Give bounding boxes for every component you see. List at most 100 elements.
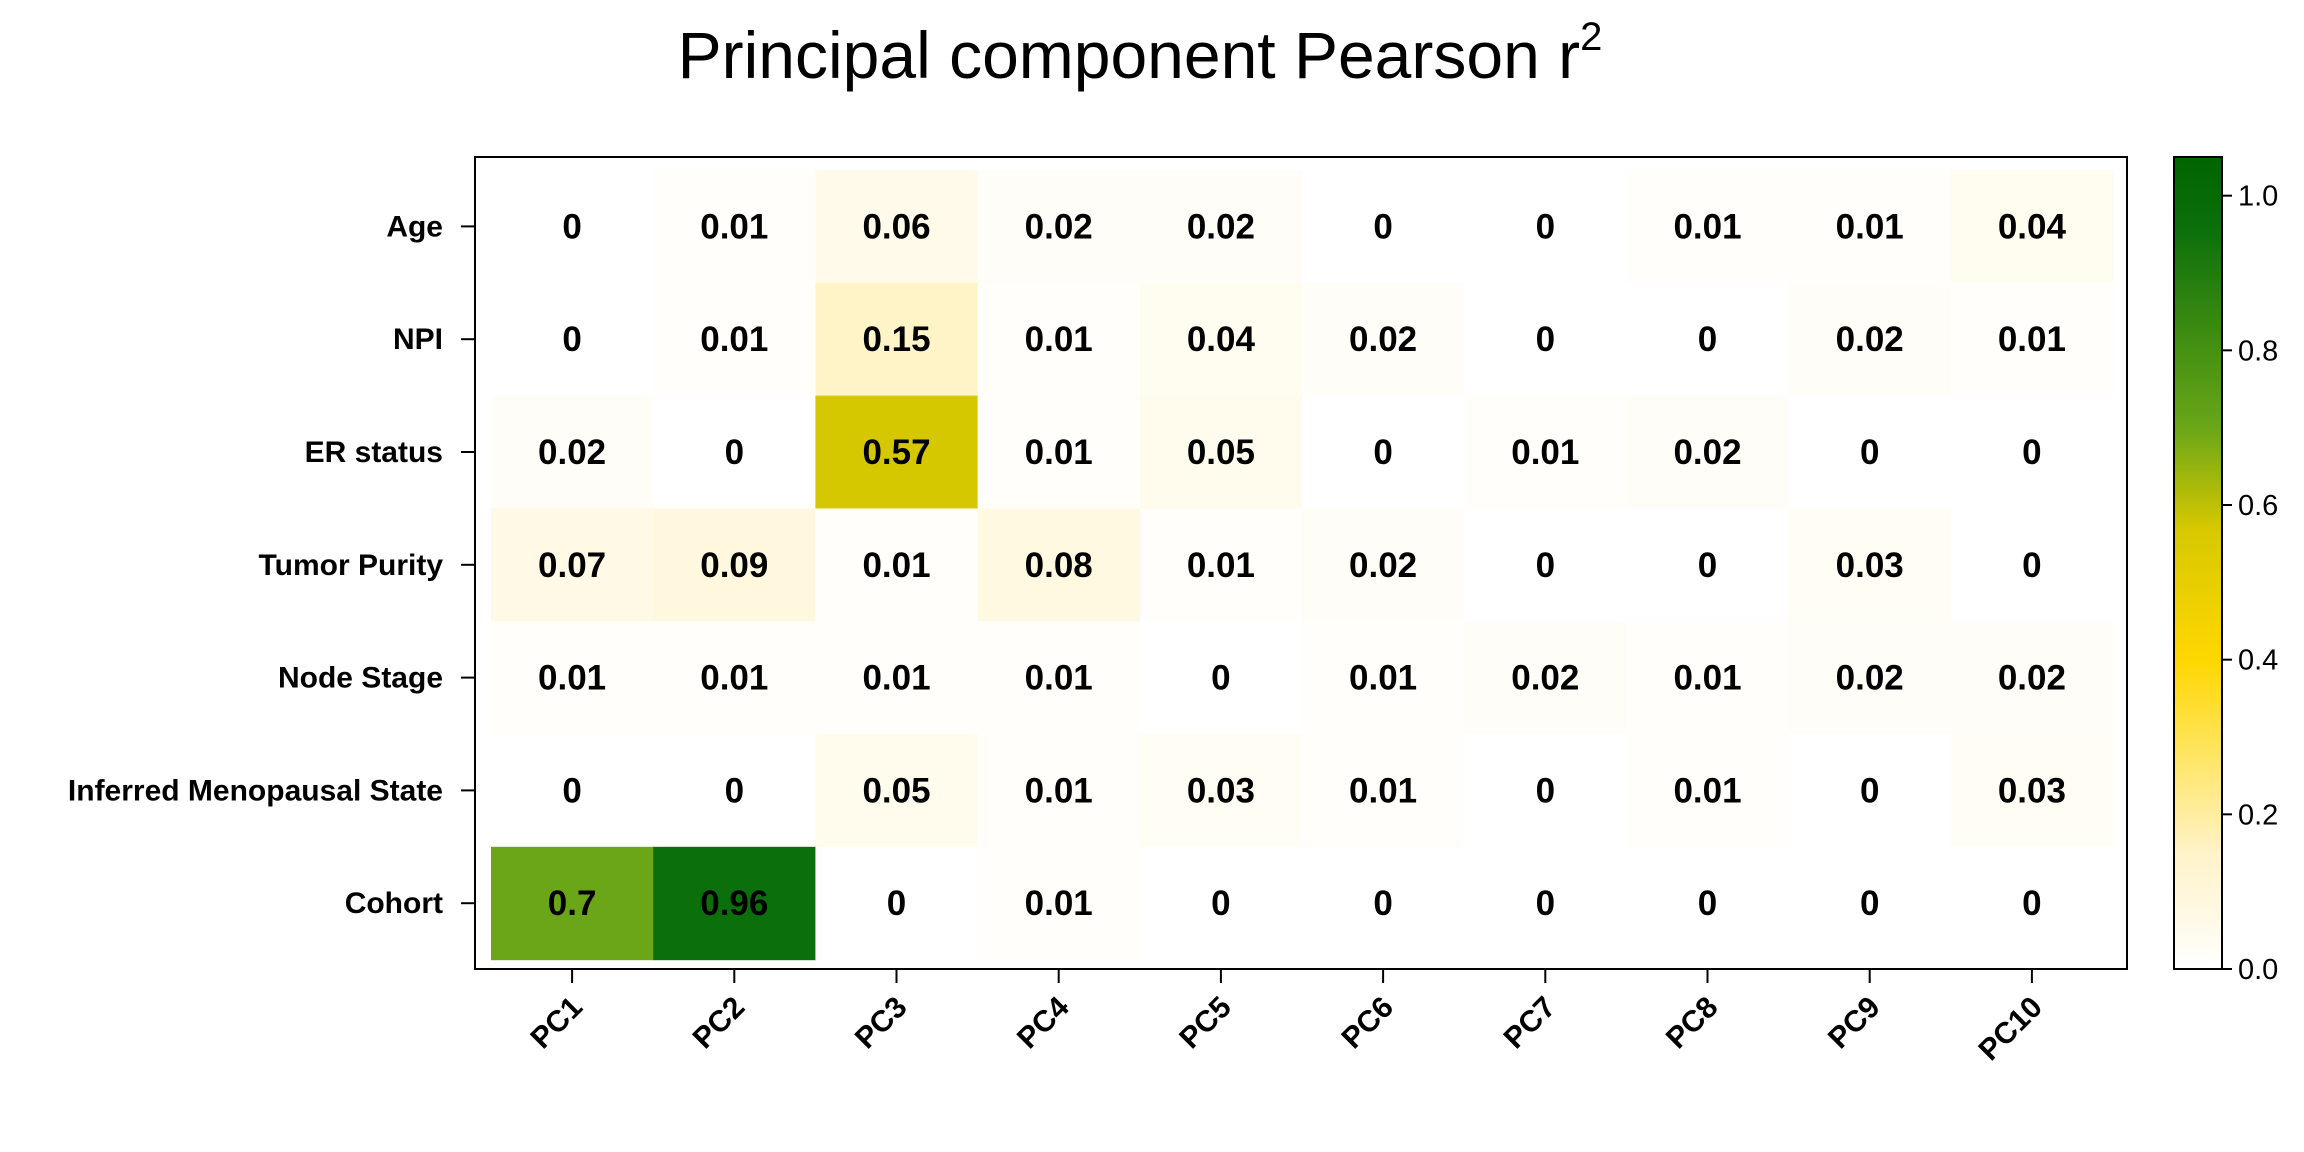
colorbar-gradient bbox=[2173, 156, 2223, 970]
column-label: PC5 bbox=[1173, 991, 1238, 1056]
heatmap-cell bbox=[1139, 170, 1303, 284]
cell-value-label: 0.15 bbox=[862, 320, 930, 359]
cell-value-label: 0.03 bbox=[1187, 771, 1255, 810]
cell-value-label: 0.04 bbox=[1187, 320, 1256, 359]
heatmap-cell bbox=[1464, 734, 1627, 848]
heatmap-cell bbox=[1950, 846, 2114, 961]
heatmap-cell bbox=[977, 621, 1141, 735]
cell-value-label: 0 bbox=[1860, 771, 1879, 810]
heatmap-cell bbox=[977, 170, 1141, 284]
cell-value-label: 0 bbox=[1536, 207, 1555, 246]
heatmap-cell bbox=[1788, 170, 1952, 284]
cell-value-label: 0.01 bbox=[1349, 659, 1417, 698]
cell-value-label: 0 bbox=[562, 320, 581, 359]
heatmap-cell bbox=[815, 734, 979, 848]
cell-value-label: 0.02 bbox=[538, 433, 606, 472]
column-label: PC1 bbox=[524, 991, 589, 1056]
cell-value-label: 0.01 bbox=[1836, 207, 1904, 246]
cell-value-label: 0.09 bbox=[700, 546, 768, 585]
heatmap-cell bbox=[1950, 170, 2114, 284]
heatmap-cell bbox=[815, 508, 979, 622]
cell-value-label: 0.02 bbox=[1349, 546, 1417, 585]
heatmap-cell bbox=[815, 395, 979, 509]
cell-value-label: 0.01 bbox=[862, 546, 930, 585]
cell-value-label: 0.01 bbox=[1673, 207, 1741, 246]
heatmap-cell bbox=[1950, 734, 2114, 848]
heatmap-cell bbox=[1302, 282, 1465, 397]
column-label: PC2 bbox=[687, 991, 752, 1056]
cell-value-label: 0 bbox=[2022, 433, 2041, 472]
cell-value-label: 0 bbox=[562, 771, 581, 810]
cell-value-label: 0.03 bbox=[1836, 546, 1904, 585]
colorbar-tick-label: 0.8 bbox=[2238, 335, 2278, 367]
heatmap-cell bbox=[1950, 282, 2114, 397]
cell-value-label: 0 bbox=[1536, 771, 1555, 810]
column-label: PC9 bbox=[1822, 991, 1887, 1056]
heatmap-cell bbox=[1139, 621, 1303, 735]
heatmap-cell bbox=[1139, 395, 1303, 509]
cell-value-label: 0.01 bbox=[1025, 771, 1093, 810]
cell-value-label: 0.01 bbox=[1187, 546, 1255, 585]
heatmap-cell bbox=[1626, 846, 1790, 961]
cell-value-label: 0.01 bbox=[538, 659, 606, 698]
cell-value-label: 0 bbox=[1373, 884, 1392, 923]
cell-value-label: 0 bbox=[1698, 546, 1717, 585]
heatmap-cell bbox=[491, 621, 654, 735]
heatmap-cell bbox=[815, 621, 979, 735]
chart-title: Principal component Pearson r2 bbox=[678, 15, 1603, 92]
cell-value-label: 0 bbox=[1536, 320, 1555, 359]
colorbar: 0.0 0.2 0.4 0.6 0.8 1.0 bbox=[2173, 156, 2278, 986]
cell-value-label: 0.01 bbox=[1511, 433, 1579, 472]
column-axis: PC1 PC2 PC3 PC4 PC5 PC6 PC7 PC8 PC9 PC10 bbox=[524, 969, 2049, 1067]
heatmap-cell bbox=[815, 170, 979, 284]
cell-value-label: 0 bbox=[1373, 207, 1392, 246]
heatmap-cell bbox=[1139, 734, 1303, 848]
cell-value-label: 0.01 bbox=[1998, 320, 2066, 359]
cell-value-label: 0.96 bbox=[700, 884, 768, 923]
heatmap-cell bbox=[1464, 395, 1627, 509]
cell-value-label: 0.01 bbox=[1349, 771, 1417, 810]
column-label: PC10 bbox=[1972, 991, 2048, 1067]
heatmap-cell bbox=[1788, 395, 1952, 509]
colorbar-tick-label: 1.0 bbox=[2238, 181, 2278, 213]
cell-value-label: 0.02 bbox=[1511, 659, 1579, 698]
heatmap-cell bbox=[1788, 508, 1952, 622]
heatmap-cell bbox=[1950, 395, 2114, 509]
cell-value-label: 0.57 bbox=[862, 433, 930, 472]
chart-title-superscript: 2 bbox=[1580, 15, 1602, 59]
colorbar-tick-label: 0.0 bbox=[2238, 954, 2278, 986]
cell-value-label: 0.01 bbox=[1673, 771, 1741, 810]
cell-value-label: 0.02 bbox=[1836, 659, 1904, 698]
row-label: Inferred Menopausal State bbox=[68, 774, 443, 807]
heatmap-cell bbox=[1788, 846, 1952, 961]
heatmap-cell bbox=[1464, 508, 1627, 622]
heatmap-cell bbox=[491, 395, 654, 509]
row-label: Cohort bbox=[345, 887, 443, 920]
heatmap-cell bbox=[491, 508, 654, 622]
heatmap-cell bbox=[653, 508, 816, 622]
heatmap-cell bbox=[977, 508, 1141, 622]
cell-value-label: 0.7 bbox=[548, 884, 597, 923]
column-label: PC7 bbox=[1498, 991, 1563, 1056]
heatmap-cell bbox=[653, 734, 816, 848]
cell-value-label: 0.01 bbox=[700, 207, 768, 246]
heatmap-cell bbox=[1626, 734, 1790, 848]
heatmap-cell bbox=[491, 282, 654, 397]
column-label: PC8 bbox=[1660, 991, 1725, 1056]
heatmap-cell bbox=[653, 282, 816, 397]
row-label: Age bbox=[386, 210, 443, 243]
heatmap-cell bbox=[1139, 282, 1303, 397]
heatmap-cell bbox=[815, 846, 979, 961]
column-label: PC4 bbox=[1011, 990, 1076, 1055]
heatmap-cell bbox=[1950, 508, 2114, 622]
cell-value-label: 0.02 bbox=[1836, 320, 1904, 359]
cell-value-label: 0 bbox=[1860, 433, 1879, 472]
cell-value-label: 0.02 bbox=[1187, 207, 1255, 246]
heatmap-cell bbox=[1302, 508, 1465, 622]
heatmap-cell bbox=[1464, 621, 1627, 735]
heatmap-cell bbox=[653, 395, 816, 509]
heatmap-cell bbox=[1626, 508, 1790, 622]
heatmap-cell bbox=[1950, 621, 2114, 735]
heatmap-cell bbox=[1302, 621, 1465, 735]
row-label: NPI bbox=[393, 323, 443, 356]
